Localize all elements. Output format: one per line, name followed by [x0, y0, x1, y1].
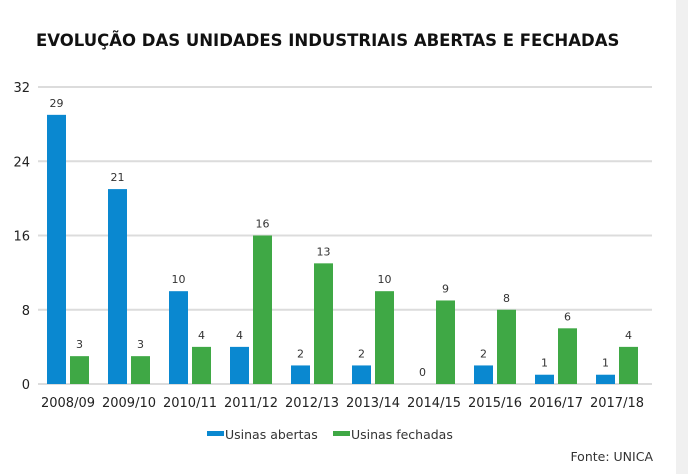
data-label: 2: [358, 347, 365, 360]
legend-label: Usinas abertas: [225, 427, 318, 442]
y-tick-label: 8: [22, 304, 30, 319]
bar-fechadas: [497, 309, 516, 384]
legend-swatch: [207, 431, 224, 436]
right-edge-strip: [676, 0, 688, 474]
x-tick-label: 2015/16: [468, 396, 522, 411]
data-label: 29: [50, 97, 64, 110]
x-tick-label: 2010/11: [163, 396, 217, 411]
y-tick-label: 24: [13, 155, 30, 170]
data-label: 4: [236, 329, 243, 342]
data-label: 10: [378, 273, 392, 286]
bar-fechadas: [436, 300, 455, 384]
data-label: 1: [541, 357, 548, 370]
bar-fechadas: [70, 356, 89, 384]
data-label: 16: [256, 218, 270, 231]
data-label: 2: [297, 347, 304, 360]
bar-abertas: [596, 374, 615, 384]
x-tick-label: 2012/13: [285, 396, 339, 411]
x-tick-label: 2011/12: [224, 396, 278, 411]
x-tick-label: 2008/09: [41, 396, 95, 411]
bar-fechadas: [619, 346, 638, 384]
bar-abertas: [535, 374, 554, 384]
data-label: 0: [419, 366, 426, 379]
data-label: 3: [137, 338, 144, 351]
bar-fechadas: [131, 356, 150, 384]
data-label: 2: [480, 347, 487, 360]
data-label: 13: [317, 245, 331, 258]
x-tick-label: 2009/10: [102, 396, 156, 411]
x-tick-label: 2013/14: [346, 396, 400, 411]
data-label: 4: [625, 329, 632, 342]
data-label: 10: [172, 273, 186, 286]
data-label: 9: [442, 282, 449, 295]
bar-abertas: [47, 114, 66, 384]
x-tick-label: 2016/17: [529, 396, 583, 411]
data-label: 21: [111, 171, 125, 184]
bar-abertas: [108, 189, 127, 384]
data-label: 4: [198, 329, 205, 342]
bar-fechadas: [375, 291, 394, 384]
bar-fechadas: [253, 235, 272, 384]
x-tick-label: 2014/15: [407, 396, 461, 411]
data-label: 8: [503, 292, 510, 305]
bar-abertas: [169, 291, 188, 384]
bar-abertas: [352, 365, 371, 384]
bar-abertas: [291, 365, 310, 384]
bar-fechadas: [192, 346, 211, 384]
chart-title: EVOLUÇÃO DAS UNIDADES INDUSTRIAIS ABERTA…: [36, 31, 619, 50]
bar-abertas: [230, 346, 249, 384]
bar-fechadas: [314, 263, 333, 384]
legend-swatch: [333, 431, 350, 436]
y-tick-label: 32: [13, 81, 30, 96]
x-tick-label: 2017/18: [590, 396, 644, 411]
bar-abertas: [474, 365, 493, 384]
data-label: 1: [602, 357, 609, 370]
legend-label: Usinas fechadas: [351, 427, 453, 442]
y-tick-label: 16: [13, 230, 30, 245]
data-label: 3: [76, 338, 83, 351]
bar-fechadas: [558, 328, 577, 384]
source-note: Fonte: UNICA: [570, 449, 653, 464]
data-label: 6: [564, 310, 571, 323]
y-tick-label: 0: [22, 378, 30, 393]
